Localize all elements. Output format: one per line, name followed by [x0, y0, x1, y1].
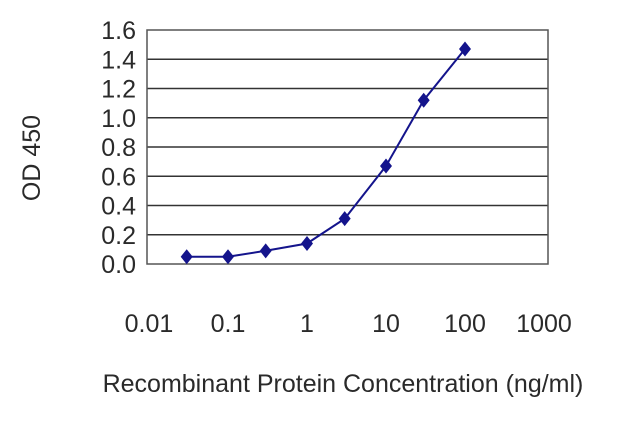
- x-tick-label: 1000: [516, 310, 572, 338]
- x-axis-title: Recombinant Protein Concentration (ng/ml…: [103, 370, 584, 398]
- y-tick-label: 1.4: [101, 46, 136, 74]
- x-tick-label: 100: [444, 310, 486, 338]
- y-tick-label: 0.8: [101, 134, 136, 162]
- data-point: [459, 41, 471, 57]
- data-point: [417, 92, 430, 108]
- x-tick-label: 0.1: [211, 310, 246, 338]
- y-tick-label: 1.0: [101, 105, 136, 133]
- y-tick-label: 1.2: [101, 76, 136, 104]
- series-line: [186, 48, 466, 258]
- y-tick-label: 0.2: [101, 222, 136, 250]
- grid-lines: [147, 58, 548, 236]
- y-axis-ticks: 0.00.20.40.60.81.01.21.41.6: [101, 17, 136, 279]
- data-point: [259, 243, 272, 259]
- y-axis-title: OD 450: [18, 115, 46, 201]
- y-tick-label: 1.6: [101, 17, 136, 45]
- data-point: [301, 236, 313, 252]
- x-tick-label: 10: [372, 310, 400, 338]
- y-tick-label: 0.0: [101, 251, 136, 279]
- y-tick-label: 0.6: [101, 163, 136, 191]
- x-tick-label: 0.01: [125, 310, 174, 338]
- y-tick-label: 0.4: [101, 193, 136, 221]
- data-point: [338, 211, 351, 227]
- x-tick-label: 1: [300, 310, 314, 338]
- data-markers: [180, 41, 471, 265]
- data-point: [222, 249, 234, 265]
- data-point: [380, 158, 392, 174]
- data-point: [180, 249, 193, 265]
- x-axis-ticks: 0.01 0.1 1 10 100 1000: [125, 310, 572, 338]
- plot-area: [146, 29, 549, 265]
